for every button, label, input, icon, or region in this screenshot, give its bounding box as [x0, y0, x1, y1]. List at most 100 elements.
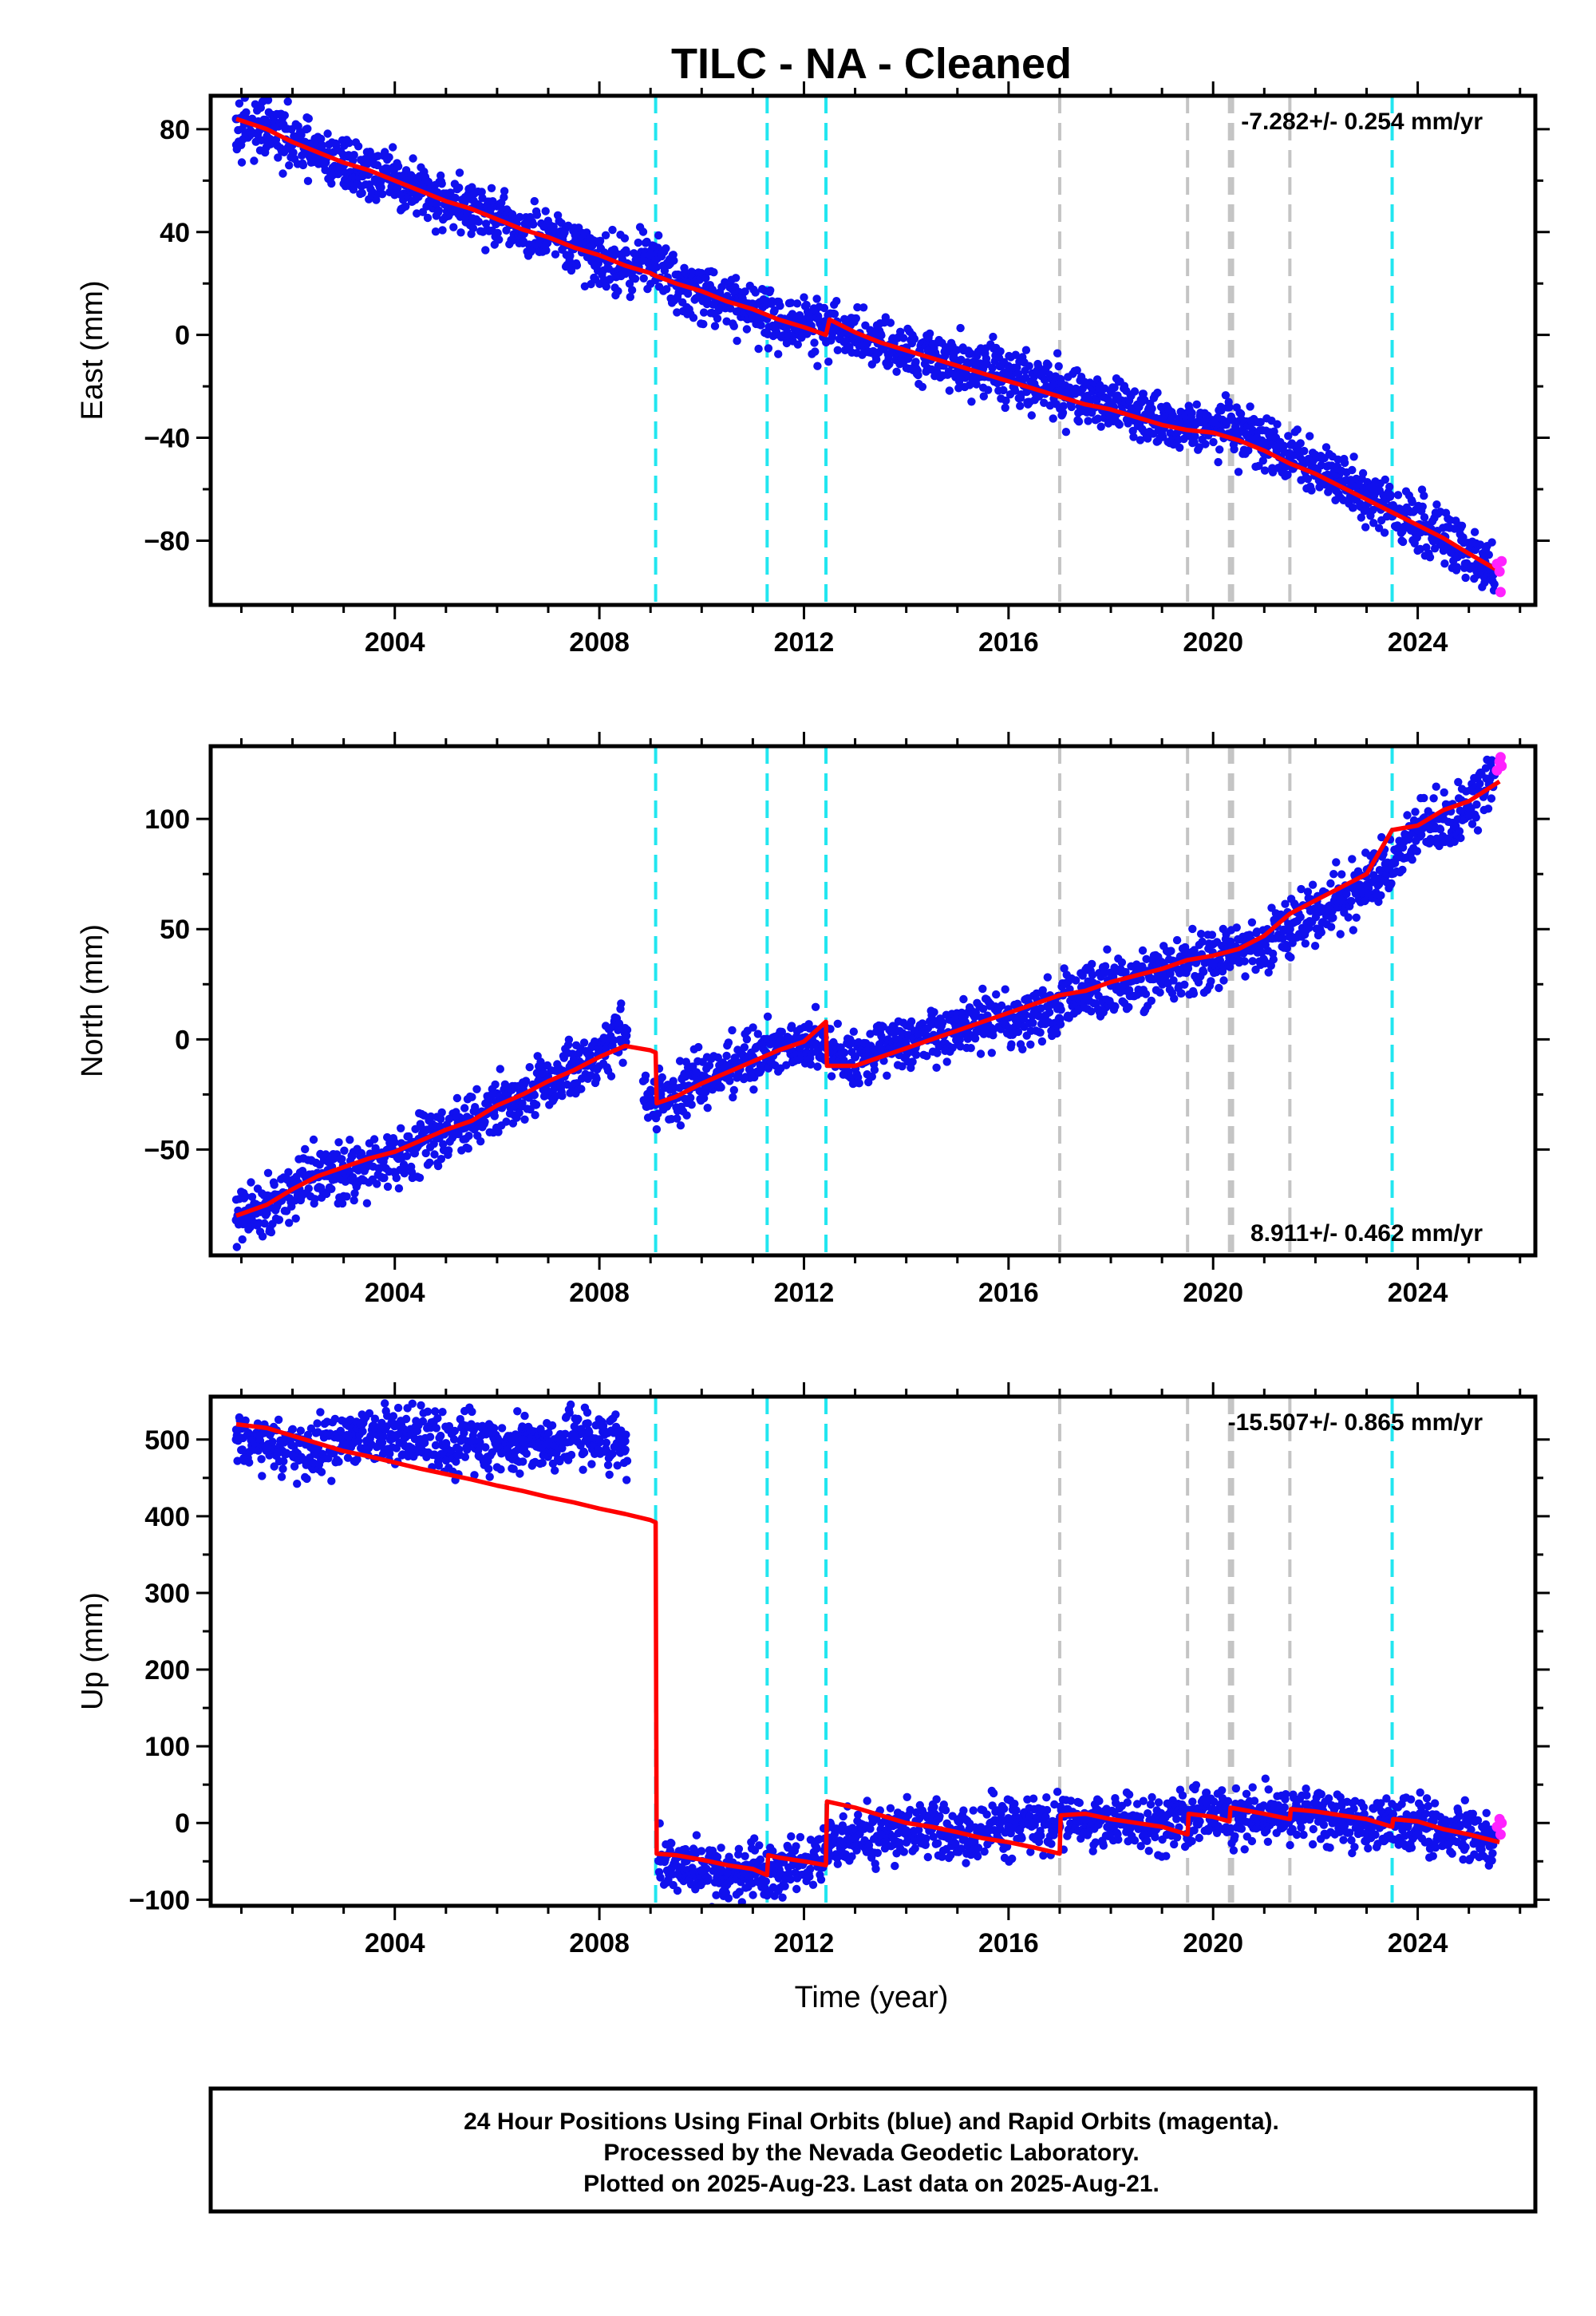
final-orbit-point	[1256, 417, 1265, 427]
final-orbit-point	[705, 1061, 714, 1070]
final-orbit-point	[350, 1196, 358, 1205]
final-orbit-point	[1420, 492, 1428, 500]
final-orbit-point	[1168, 411, 1177, 420]
final-orbit-point	[742, 325, 752, 334]
final-orbit-point	[332, 141, 341, 150]
final-orbit-point	[258, 1472, 267, 1480]
rate-label-east: -7.282+/- 0.254 mm/yr	[1241, 109, 1483, 135]
final-orbit-point	[851, 314, 861, 323]
final-orbit-point	[1096, 422, 1105, 431]
final-orbit-point	[377, 190, 387, 199]
final-orbit-point	[670, 256, 678, 265]
final-orbit-point	[491, 1080, 500, 1089]
final-orbit-point	[433, 1161, 443, 1171]
final-orbit-point	[676, 1121, 685, 1130]
final-orbit-point	[1059, 401, 1069, 410]
final-orbit-point	[587, 1460, 596, 1468]
final-orbit-point	[460, 1104, 469, 1113]
final-orbit-point	[270, 1180, 279, 1189]
final-orbit-point	[1124, 1002, 1133, 1012]
final-orbit-point	[1209, 437, 1218, 447]
final-orbit-point	[802, 300, 811, 310]
final-orbit-anchor-point	[1029, 1008, 1039, 1018]
x-tick-label: 2024	[1388, 627, 1448, 658]
final-orbit-point	[509, 1464, 518, 1473]
final-orbit-point	[275, 1215, 284, 1224]
final-orbit-point	[327, 179, 336, 188]
final-orbit-point	[408, 1399, 417, 1409]
final-orbit-anchor-point	[1183, 962, 1192, 971]
final-orbit-point	[310, 1195, 319, 1203]
x-tick-label: 2004	[365, 627, 425, 658]
x-tick-label: 2012	[774, 1278, 835, 1308]
final-orbit-point	[1303, 887, 1313, 896]
final-orbits-points-up	[231, 1399, 1499, 1906]
final-orbit-point	[824, 358, 833, 366]
final-orbit-point	[1195, 443, 1204, 452]
final-orbit-point	[1393, 521, 1402, 530]
final-orbit-point	[558, 1092, 567, 1101]
x-tick-label: 2016	[978, 1278, 1039, 1308]
final-orbit-point	[654, 231, 663, 240]
final-orbit-point	[1348, 465, 1357, 475]
final-orbit-point	[1021, 1010, 1030, 1019]
final-orbit-point	[1188, 924, 1197, 934]
final-orbit-point	[1049, 414, 1057, 423]
final-orbit-point	[1087, 1007, 1096, 1016]
final-orbit-anchor-point	[1234, 428, 1243, 437]
final-orbit-point	[592, 1074, 601, 1084]
final-orbit-point	[452, 1093, 462, 1103]
final-orbit-point	[812, 294, 821, 303]
final-orbit-anchor-point	[876, 1043, 886, 1053]
final-orbit-point	[485, 1472, 494, 1481]
final-orbit-point	[263, 96, 273, 105]
rate-label-north: 8.911+/- 0.462 mm/yr	[1250, 1220, 1483, 1247]
final-orbit-point	[481, 1443, 490, 1452]
final-orbit-point	[1013, 370, 1023, 378]
final-orbit-point	[267, 1227, 276, 1237]
final-orbit-point	[285, 161, 294, 170]
final-orbit-point	[694, 1042, 703, 1052]
final-orbit-point	[277, 1472, 286, 1481]
panel-east: 2004 2008 2012 2016 2020 202480400−40−80East …	[76, 81, 1550, 658]
final-orbit-point	[867, 1072, 877, 1081]
final-orbit-point	[287, 1202, 296, 1211]
final-orbit-point	[792, 299, 802, 308]
final-orbit-point	[605, 1470, 614, 1480]
final-orbit-point	[673, 1114, 681, 1123]
final-orbit-point	[530, 196, 539, 206]
final-orbit-point	[1336, 930, 1345, 939]
final-orbit-point	[1432, 782, 1440, 791]
final-orbit-point	[618, 1058, 627, 1067]
panels: 2004 2008 2012 2016 2020 202480400−40−80East …	[76, 81, 1550, 1958]
final-orbit-point	[1279, 441, 1289, 450]
final-orbit-point	[833, 1019, 843, 1029]
final-orbit-point	[304, 1184, 313, 1193]
final-orbit-anchor-point	[1310, 907, 1320, 916]
y-tick-label: 50	[160, 915, 190, 945]
final-orbit-point	[353, 1455, 361, 1464]
final-orbit-point	[468, 223, 478, 233]
final-orbit-point	[626, 292, 634, 302]
final-orbit-point	[241, 1192, 250, 1201]
final-orbit-point	[470, 1471, 479, 1480]
final-orbit-point	[393, 1403, 403, 1413]
final-orbit-point	[1480, 578, 1489, 587]
final-orbit-point	[433, 1413, 442, 1423]
final-orbit-point	[729, 1093, 737, 1102]
final-orbit-point	[1260, 466, 1270, 475]
final-orbit-point	[1352, 913, 1361, 923]
final-orbit-point	[1418, 502, 1427, 511]
final-orbit-point	[966, 1044, 975, 1053]
final-orbit-point	[833, 346, 843, 354]
final-orbit-point	[336, 1426, 345, 1436]
final-orbit-point	[279, 1464, 287, 1473]
final-orbit-point	[1487, 756, 1496, 765]
final-orbit-point	[280, 111, 289, 120]
final-orbit-point	[753, 1030, 762, 1038]
final-orbit-point	[423, 213, 433, 223]
final-orbit-point	[978, 1004, 988, 1014]
final-orbit-point	[942, 1057, 951, 1066]
final-orbit-point	[1348, 855, 1357, 864]
final-orbit-point	[547, 1421, 557, 1430]
